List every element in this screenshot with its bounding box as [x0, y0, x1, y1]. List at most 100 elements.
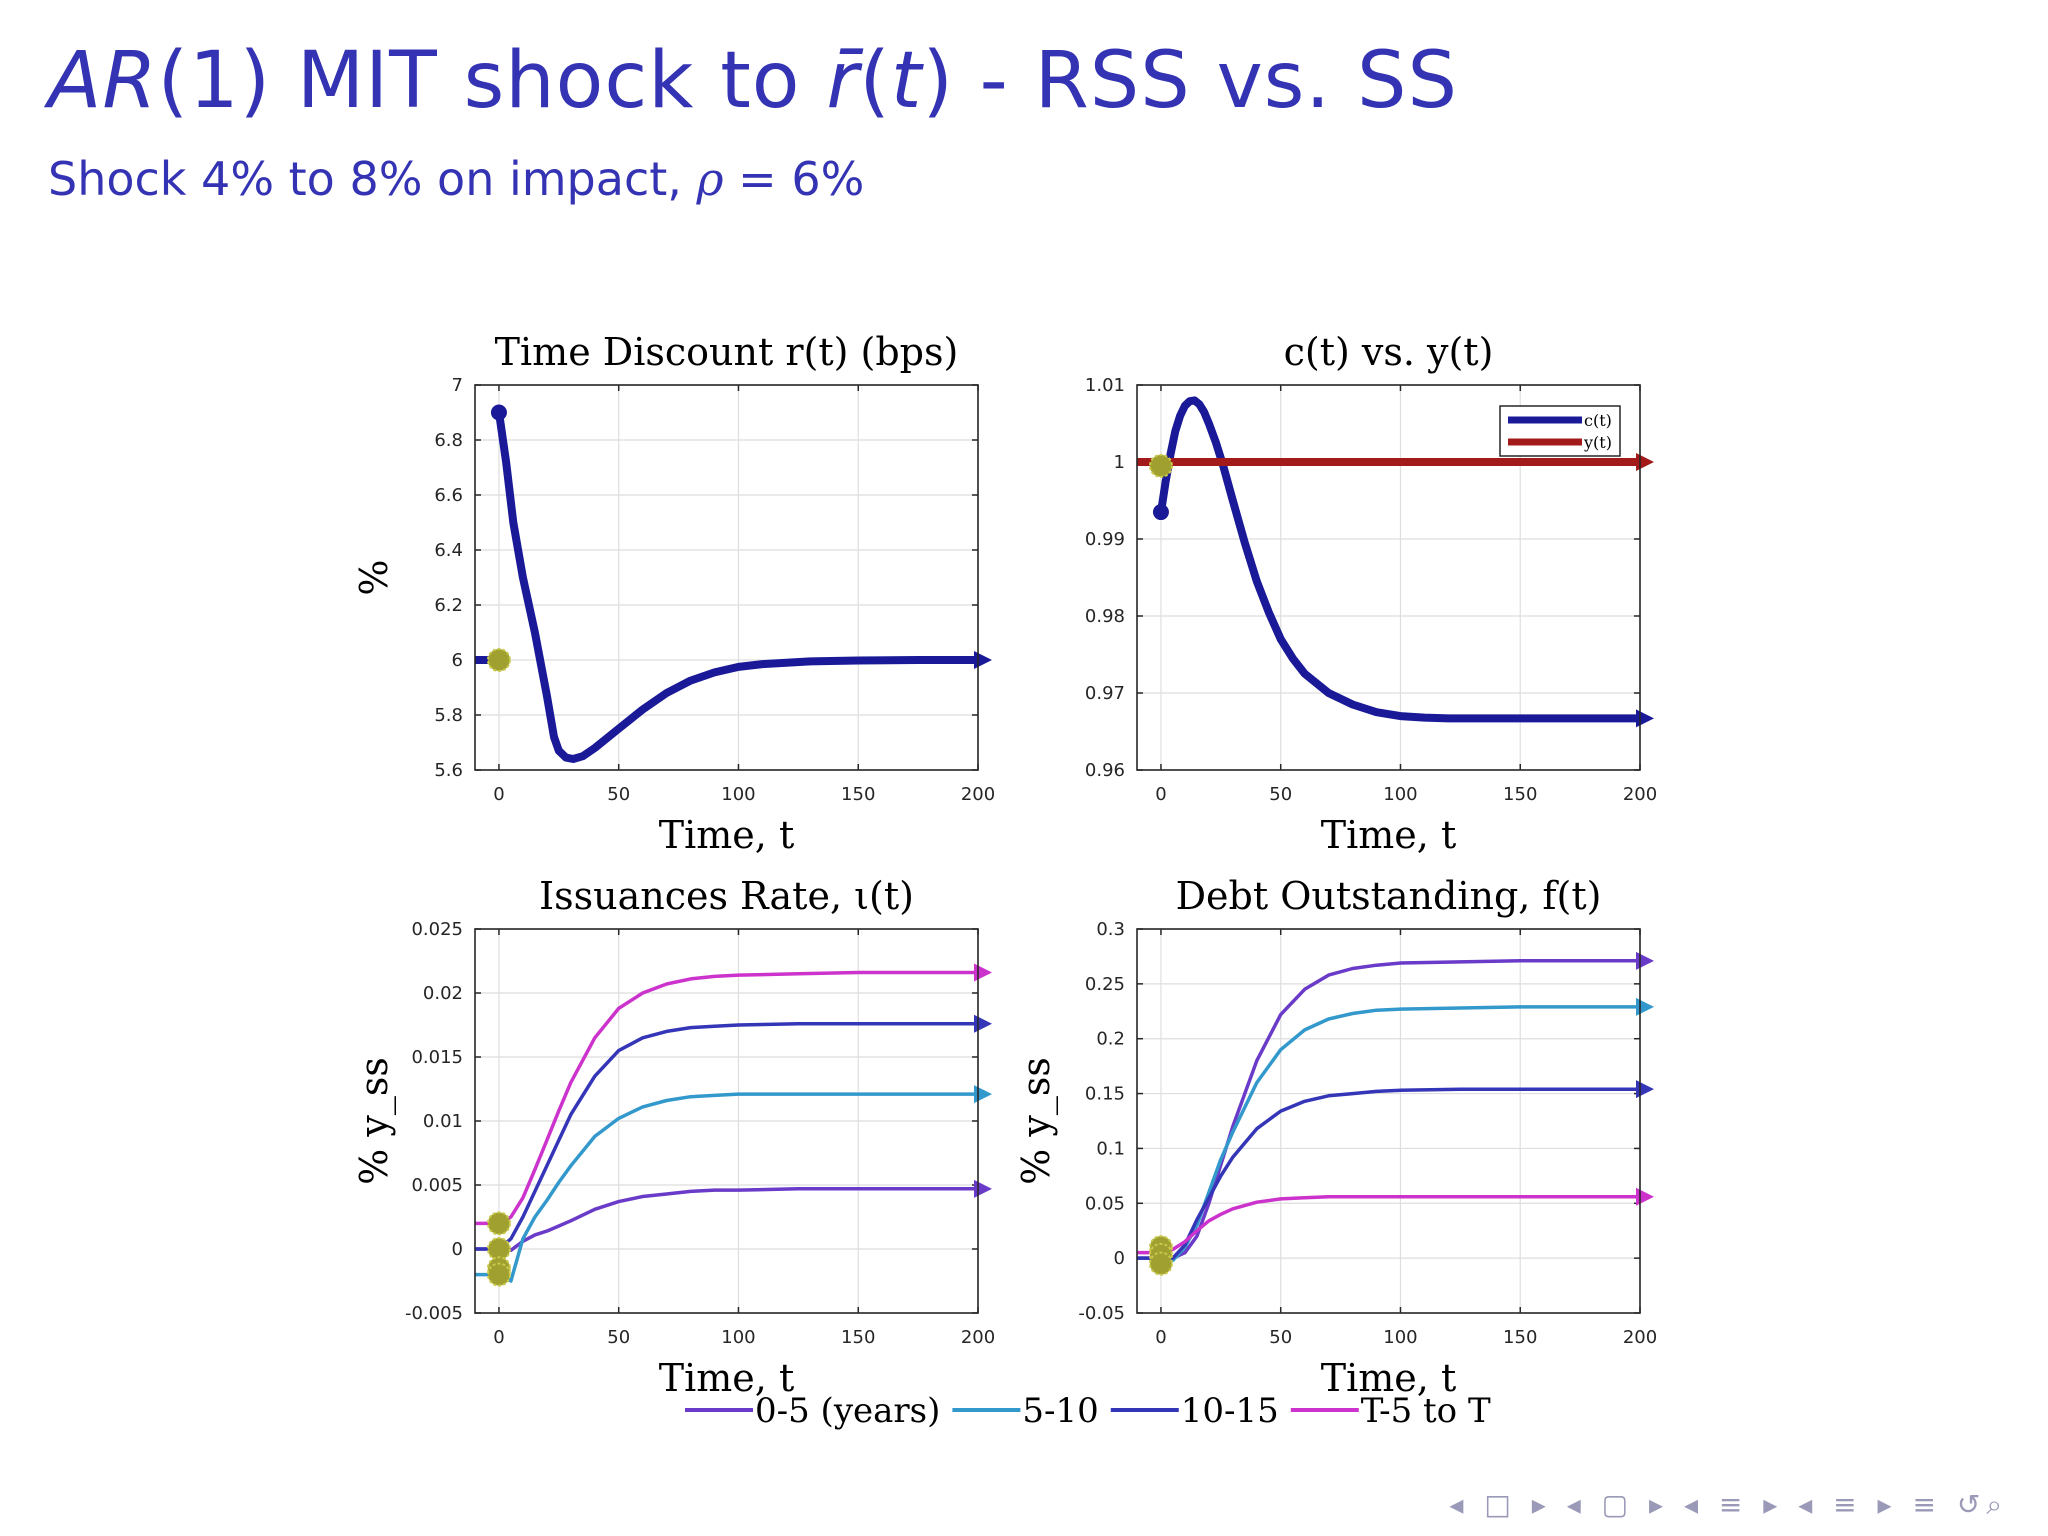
- tick-label-y: 6: [452, 650, 463, 671]
- series-line-2: [1159, 1087, 1642, 1260]
- steady-state-marker: [1148, 1251, 1173, 1276]
- legend-box: [1499, 405, 1621, 457]
- tick-label-y: 5.6: [434, 760, 463, 781]
- tick-label-x: 100: [1383, 1327, 1417, 1348]
- axes-box: [1136, 928, 1641, 1314]
- tick-label-y: 0.2: [1096, 1029, 1125, 1050]
- series-line-1: [1159, 1005, 1642, 1263]
- slide-subtitle: Shock 4% to 8% on impact, ρ = 6%: [48, 152, 864, 206]
- tick-label-x: 200: [1623, 1327, 1657, 1348]
- series-end-arrow: [974, 1179, 992, 1198]
- series-end-arrow: [1636, 1080, 1654, 1099]
- tick-label-y: 0.3: [1096, 919, 1125, 940]
- tick-label-y: 0.99: [1085, 529, 1125, 550]
- tick-label-y: 0.02: [423, 983, 463, 1004]
- tick-label-x: 0: [493, 784, 504, 805]
- x-axis-label: Time, t: [1321, 1356, 1456, 1400]
- series-line-2: [497, 1021, 980, 1251]
- tick-label-y: 0.015: [411, 1047, 463, 1068]
- chart-title: c(t) vs. y(t): [1284, 330, 1494, 374]
- series-end-arrow: [974, 963, 992, 982]
- axes-box: [474, 928, 979, 1314]
- series-line-0: [1159, 959, 1642, 1260]
- tick-label-y: 0.25: [1085, 974, 1125, 995]
- shared-legend-label: T-5 to T: [1361, 1391, 1491, 1431]
- title-paren: (: [859, 36, 891, 126]
- tick-label-x: 200: [961, 1327, 995, 1348]
- tick-label-x: 0: [1155, 1327, 1166, 1348]
- tick-label-x: 100: [721, 1327, 755, 1348]
- tick-label-y: 6.8: [434, 430, 463, 451]
- title-ar: AR: [48, 36, 158, 126]
- x-axis-label: Time, t: [659, 813, 794, 857]
- chart-f: 0 50 100 150 200 -0.05 0 0.05 0.1 0.15 0.2 0.25 0.3 D…: [1014, 874, 1657, 1400]
- tick-label-y: 0.96: [1085, 760, 1125, 781]
- impact-marker: [490, 404, 507, 421]
- steady-state-marker: [486, 648, 511, 672]
- chart-title: Debt Outstanding, f(t): [1176, 874, 1602, 918]
- tick-label-y: -0.005: [405, 1303, 463, 1324]
- subtitle-pre: Shock 4% to 8% on impact,: [48, 152, 697, 206]
- slide-title: AR(1) MIT shock to r̄(t) - RSS vs. SS: [48, 36, 1458, 126]
- tick-label-y: 0: [1114, 1248, 1125, 1269]
- shared-legend-label: 10-15: [1181, 1391, 1279, 1431]
- title-rbar: r̄: [826, 36, 860, 126]
- tick-label-y: 1: [1114, 452, 1125, 473]
- chart-iota: 0 50 100 150 200 -0.005 0 0.005 0.01 0.015 0.02 0.0…: [352, 874, 995, 1400]
- tick-label-y: 0: [452, 1239, 463, 1260]
- series-line-3: [497, 970, 980, 1226]
- tick-label-y: 0.98: [1085, 606, 1125, 627]
- tick-label-y: 0.05: [1085, 1193, 1125, 1214]
- series-end-arrow: [1636, 1187, 1654, 1206]
- series-end-arrow: [1636, 453, 1654, 471]
- chart-r: 0 50 100 150 200 5.6 5.8 6 6.2 6.4 6.6 6.8 7 Time Dis…: [352, 330, 995, 857]
- steady-state-marker: [486, 1262, 511, 1287]
- tick-label-y: 6.4: [434, 540, 463, 561]
- axes-box: [1136, 384, 1641, 771]
- impact-marker: [1152, 504, 1169, 521]
- series-end-arrow: [1636, 709, 1654, 728]
- series-line-ct: [1157, 396, 1644, 723]
- tick-label-y: 0.97: [1085, 683, 1125, 704]
- tick-label-x: 50: [607, 1327, 630, 1348]
- series-end-arrow: [974, 651, 992, 669]
- tick-label-x: 0: [1155, 784, 1166, 805]
- tick-label-y: 0.15: [1085, 1084, 1125, 1105]
- series-line-1: [497, 1092, 980, 1283]
- title-t: t: [890, 36, 923, 126]
- series-end-arrow: [974, 1014, 992, 1033]
- shared-legend-label: 5-10: [1022, 1391, 1098, 1431]
- tick-label-x: 100: [1383, 784, 1417, 805]
- axes-box: [474, 384, 979, 771]
- tick-label-x: 200: [961, 784, 995, 805]
- subtitle-rho: ρ: [696, 152, 724, 206]
- series-line-3: [1159, 1194, 1642, 1255]
- tick-label-y: 6.6: [434, 485, 463, 506]
- tick-label-x: 50: [607, 784, 630, 805]
- tick-label-y: 6.2: [434, 595, 463, 616]
- title-mid: (1) MIT shock to: [157, 36, 827, 126]
- title-post: ) - RSS vs. SS: [922, 36, 1459, 126]
- series-line-0: [495, 408, 982, 763]
- legend-label: c(t): [1584, 411, 1612, 430]
- plot-area: [475, 385, 978, 770]
- beamer-navigation[interactable]: ◂ □ ▸ ◂ ▢ ▸ ◂ ≡ ▸ ◂ ≡ ▸ ≡ ↺⌕: [1449, 1488, 2008, 1521]
- series-end-arrow: [974, 1085, 992, 1104]
- tick-label-x: 100: [721, 784, 755, 805]
- tick-label-y: 1.01: [1085, 375, 1125, 396]
- tick-label-y: 5.8: [434, 705, 463, 726]
- tick-label-y: 0.1: [1096, 1138, 1125, 1159]
- steady-state-marker: [1148, 453, 1173, 478]
- x-axis-label: Time, t: [1321, 813, 1456, 857]
- series-end-arrow: [1636, 997, 1654, 1016]
- tick-label-y: 7: [452, 375, 463, 396]
- chart-title: Time Discount r(t) (bps): [495, 330, 959, 374]
- tick-label-x: 150: [1503, 784, 1537, 805]
- tick-label-y: -0.05: [1078, 1303, 1125, 1324]
- tick-label-x: 200: [1623, 784, 1657, 805]
- tick-label-x: 50: [1269, 784, 1292, 805]
- y-axis-label: %: [352, 559, 396, 595]
- chart-cy: 0 50 100 150 200 0.96 0.97 0.98 0.99 1 1.01 c(t) vs…: [1085, 330, 1657, 857]
- shared-legend: 0-5 (years) 5-10 10-15 T-5 to T: [685, 1391, 1491, 1431]
